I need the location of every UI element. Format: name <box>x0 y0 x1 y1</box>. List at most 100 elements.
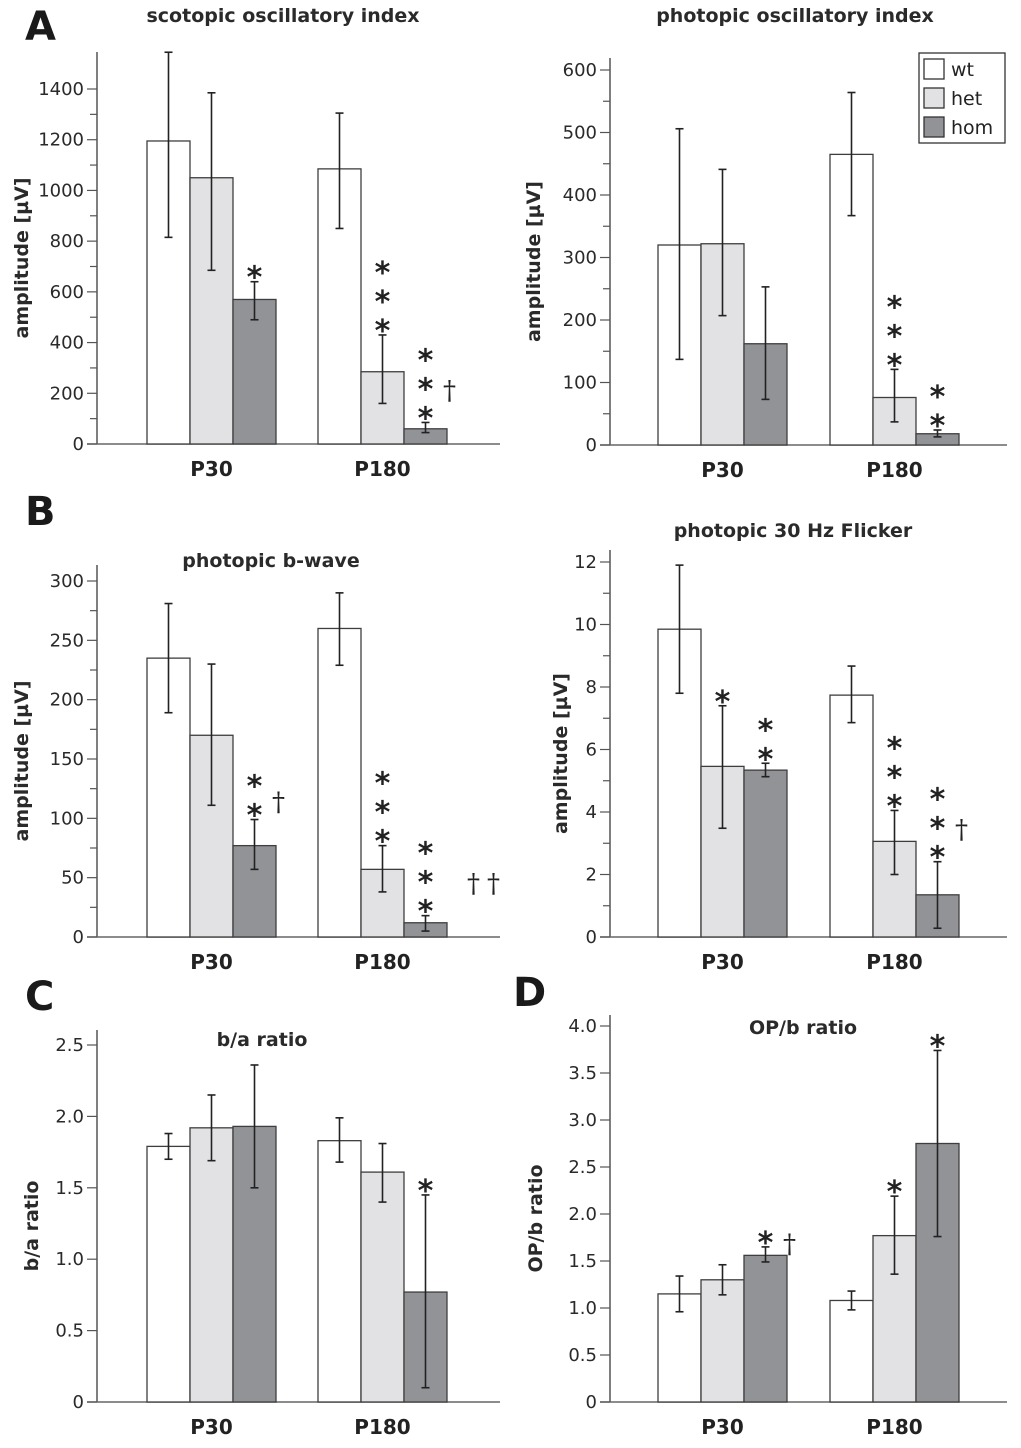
significance-star: * <box>930 783 946 818</box>
significance-star: * <box>758 742 774 777</box>
significance-star: * <box>715 685 731 720</box>
chart-panel-6: D OP/b ratio 0 0.5 1.0 1.5 2.0 2.5 3.0 3.5 4.0 OP/b… <box>513 970 1007 1439</box>
y-tick-label: 2.0 <box>55 1106 84 1127</box>
y-tick-label: 3.5 <box>568 1063 597 1084</box>
y-tick-label: 1000 <box>38 180 84 201</box>
y-tick-label: 400 <box>50 333 84 354</box>
y-tick-label: 1.5 <box>55 1178 84 1199</box>
significance-star: * <box>375 767 391 802</box>
chart-title: scotopic oscillatory index <box>146 5 419 27</box>
significance-dagger: † <box>272 788 285 818</box>
bar-wt-P180 <box>317 168 362 445</box>
y-tick-label: 100 <box>50 808 84 829</box>
significance-dagger: † <box>467 869 480 899</box>
y-axis-label: b/a ratio <box>21 1181 43 1272</box>
panel-letter: D <box>513 970 546 1016</box>
y-tick-label: 100 <box>563 373 597 394</box>
significance-star: * <box>887 348 903 383</box>
bar-het-P30 <box>700 243 745 446</box>
legend-label-wt: wt <box>951 59 974 81</box>
y-tick-label: 300 <box>563 248 597 269</box>
bar-het-P180 <box>872 1234 917 1403</box>
panel-letter: A <box>25 4 56 50</box>
significance-star: * <box>887 789 903 824</box>
y-tick-label: 800 <box>50 231 84 252</box>
x-tick-label: P30 <box>701 458 744 482</box>
y-tick-label: 0.5 <box>55 1321 84 1342</box>
y-tick-label: 1400 <box>38 79 84 100</box>
significance-star: * <box>930 1029 946 1064</box>
x-tick-label: P30 <box>701 1415 744 1439</box>
y-tick-label: 4 <box>586 802 597 823</box>
bar-het-P30 <box>189 1127 234 1403</box>
significance-star: * <box>418 866 434 901</box>
y-tick-label: 0 <box>586 435 597 456</box>
chart-panel-2: photopic oscillatory index 0 100 200 300 400 5… <box>523 5 1007 482</box>
y-axis-label: amplitude [µV] <box>11 680 33 841</box>
significance-star: * <box>930 841 946 876</box>
significance-star: * <box>887 290 903 325</box>
y-tick-label: 0 <box>586 1392 597 1413</box>
y-axis-label: amplitude [µV] <box>550 673 572 834</box>
y-tick-label: 8 <box>586 677 597 698</box>
significance-dagger: † <box>955 815 968 845</box>
legend-swatch-hom <box>923 116 945 138</box>
significance-star: * <box>418 837 434 872</box>
panel-letter: B <box>25 489 56 535</box>
y-tick-label: 6 <box>586 740 597 761</box>
bar-het-P30 <box>700 1279 745 1403</box>
significance-star: * <box>418 1174 434 1209</box>
chart-title: b/a ratio <box>217 1029 308 1051</box>
y-tick-label: 500 <box>563 123 597 144</box>
significance-star: * <box>247 799 263 834</box>
significance-star: * <box>930 409 946 444</box>
y-tick-label: 2 <box>586 865 597 886</box>
x-tick-label: P180 <box>866 458 922 482</box>
y-axis-label: amplitude [µV] <box>11 177 33 338</box>
y-tick-label: 4.0 <box>568 1016 597 1037</box>
chart-panel-4: photopic 30 Hz Flicker 0 2 4 6 8 10 12 amplitude… <box>550 520 1007 974</box>
legend-swatch-wt <box>923 58 945 80</box>
chart-title: photopic 30 Hz Flicker <box>674 520 913 542</box>
significance-star: * <box>375 314 391 349</box>
bar-wt-P30 <box>146 1145 191 1403</box>
y-tick-label: 0 <box>586 927 597 948</box>
y-tick-label: 250 <box>50 630 84 651</box>
y-tick-label: 1200 <box>38 130 84 151</box>
x-tick-label: P180 <box>354 1415 410 1439</box>
y-tick-label: 200 <box>50 383 84 404</box>
significance-dagger: † <box>783 1229 796 1259</box>
significance-star: * <box>418 372 434 407</box>
significance-dagger: † <box>443 376 456 406</box>
y-tick-label: 0.5 <box>568 1345 597 1366</box>
y-tick-label: 600 <box>50 282 84 303</box>
bar-het-P180 <box>360 1171 405 1403</box>
x-tick-label: P180 <box>866 950 922 974</box>
bar-hom-P30 <box>232 298 277 445</box>
x-tick-label: P180 <box>866 1415 922 1439</box>
y-tick-label: 150 <box>50 749 84 770</box>
significance-star: * <box>418 895 434 930</box>
y-tick-label: 200 <box>563 310 597 331</box>
bar-hom-P30 <box>743 769 788 938</box>
y-tick-label: 400 <box>563 185 597 206</box>
bar-hom-P30 <box>743 1254 788 1403</box>
significance-star: * <box>887 760 903 795</box>
significance-star: * <box>887 731 903 766</box>
y-tick-label: 600 <box>563 60 597 81</box>
legend-swatch-het <box>923 87 945 109</box>
y-tick-label: 1.5 <box>568 1251 597 1272</box>
y-tick-label: 0 <box>73 927 84 948</box>
significance-star: * <box>758 1226 774 1261</box>
significance-star: * <box>375 796 391 831</box>
panel-letter: C <box>25 974 54 1020</box>
x-tick-label: P30 <box>190 950 233 974</box>
bar-wt-P180 <box>829 694 874 938</box>
y-tick-label: 0 <box>73 1392 84 1413</box>
y-axis-label: OP/b ratio <box>525 1164 547 1272</box>
significance-star: * <box>930 380 946 415</box>
y-tick-label: 200 <box>50 690 84 711</box>
significance-dagger: † <box>487 869 500 899</box>
y-tick-label: 2.0 <box>568 1204 597 1225</box>
